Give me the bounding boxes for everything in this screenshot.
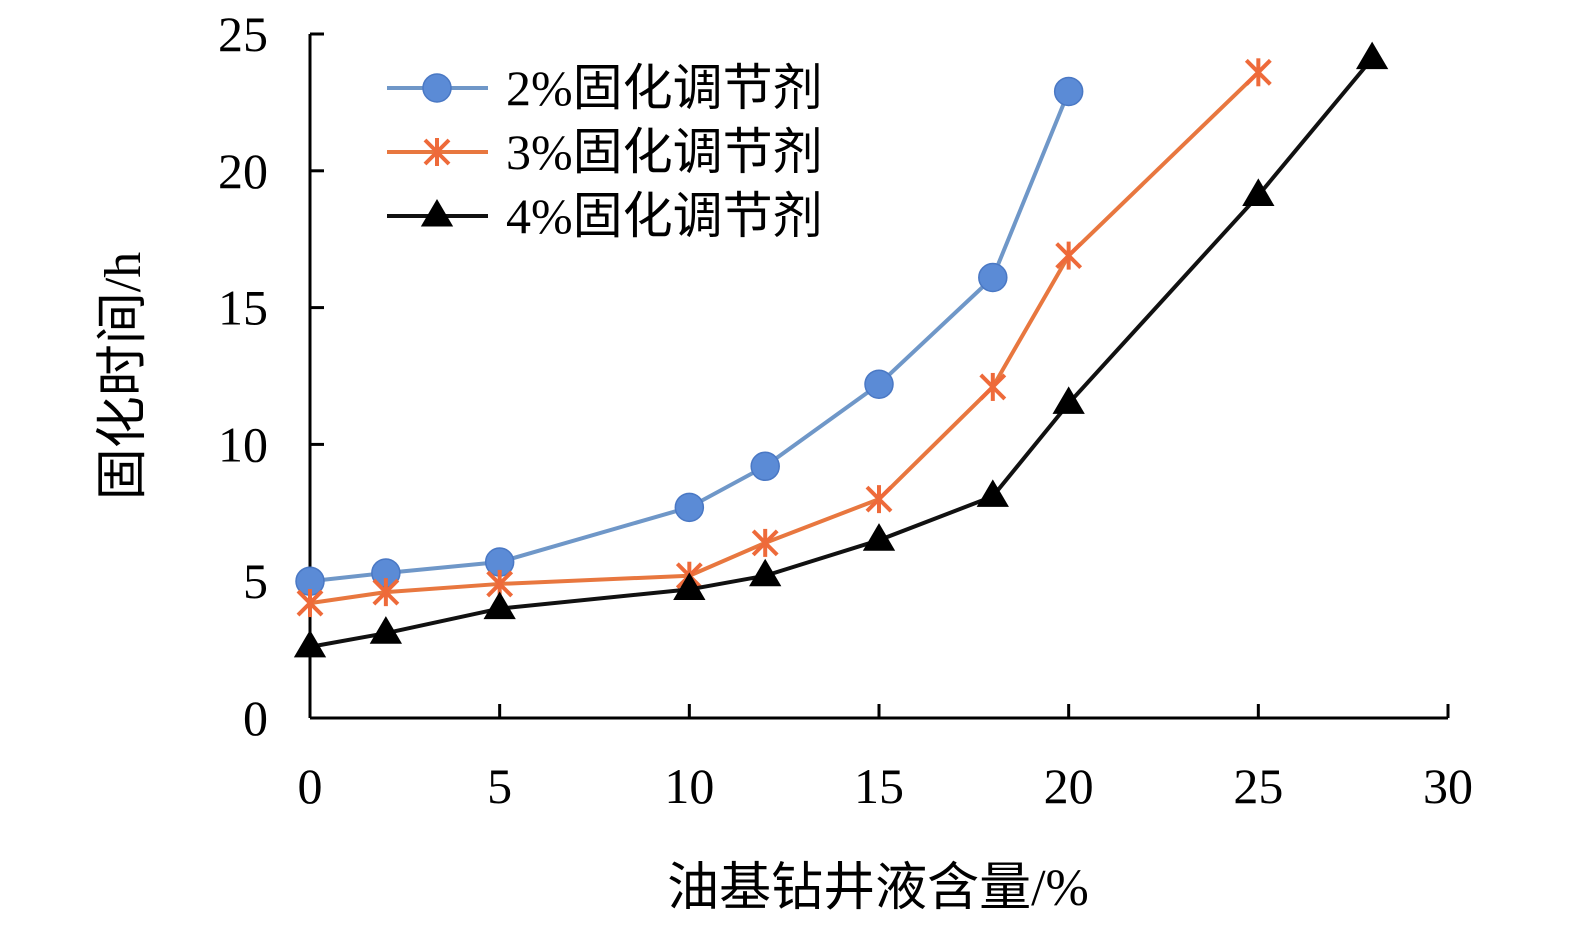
x-axis-title: 油基钻井液含量/%: [667, 860, 1089, 917]
data-point: [483, 591, 516, 620]
data-point: [862, 523, 896, 551]
data-point: [674, 492, 705, 523]
series-3: [293, 41, 1389, 658]
data-point: [422, 73, 452, 103]
series-line: [309, 90, 1071, 584]
data-point: [296, 589, 324, 618]
data-point: [673, 572, 706, 600]
legend-label: 3%固化调节剂: [506, 124, 823, 180]
data-point: [1055, 241, 1083, 270]
x-tick-label: 25: [1233, 758, 1283, 814]
data-point: [1242, 178, 1275, 206]
y-axis-title: 固化时间/h: [95, 252, 152, 500]
data-point: [1355, 41, 1389, 70]
data-point: [749, 558, 782, 587]
x-tick-label: 5: [487, 758, 512, 814]
data-point: [751, 528, 779, 557]
legend-item: 2%固化调节剂: [387, 60, 823, 116]
y-ticks: 0 5 10 15 20 25: [218, 6, 324, 746]
data-point: [1244, 58, 1272, 87]
y-tick-label: 25: [218, 6, 268, 62]
legend-label: 4%固化调节剂: [506, 188, 823, 244]
y-tick-label: 20: [218, 143, 268, 199]
data-point: [1053, 76, 1084, 107]
series-2: [296, 58, 1272, 618]
x-tick-label: 15: [854, 758, 904, 814]
legend-label: 2%固化调节剂: [506, 60, 823, 116]
series-1: [295, 76, 1084, 596]
data-point: [372, 578, 400, 607]
x-tick-label: 30: [1423, 758, 1473, 814]
data-point: [423, 138, 451, 166]
legend-item: 3%固化调节剂: [387, 124, 823, 180]
x-tick-label: 10: [664, 758, 714, 814]
y-tick-label: 10: [218, 416, 268, 472]
data-point: [293, 629, 327, 658]
series-line: [309, 57, 1374, 649]
data-point: [979, 372, 1007, 401]
y-tick-label: 15: [218, 280, 268, 336]
y-tick-label: 5: [243, 553, 268, 609]
data-point: [864, 369, 894, 399]
data-point: [978, 262, 1008, 293]
x-tick-label: 0: [298, 758, 323, 814]
x-ticks: 0 5 10 15 20 25 30: [298, 704, 1473, 814]
data-point: [976, 479, 1009, 507]
series-layer: [293, 41, 1389, 658]
data-point: [1052, 386, 1085, 414]
data-point: [369, 616, 403, 644]
y-tick-label: 0: [243, 690, 268, 746]
legend-item: 4%固化调节剂: [387, 188, 823, 244]
legend: 2%固化调节剂 3%固化调节剂 4%固化调节剂: [387, 60, 823, 244]
x-tick-label: 20: [1044, 758, 1094, 814]
data-point: [750, 451, 780, 482]
data-point: [420, 199, 454, 227]
data-point: [865, 485, 893, 514]
